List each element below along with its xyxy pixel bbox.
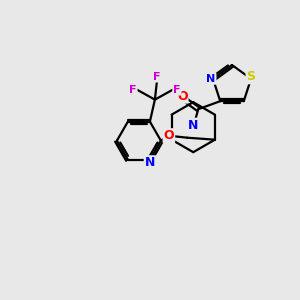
Text: F: F (173, 85, 181, 94)
Text: N: N (145, 156, 155, 169)
Text: N: N (206, 74, 216, 84)
Text: O: O (177, 90, 188, 103)
Text: S: S (247, 70, 256, 83)
Text: N: N (188, 119, 198, 132)
Text: O: O (164, 129, 174, 142)
Text: F: F (129, 85, 136, 94)
Text: F: F (153, 72, 160, 82)
